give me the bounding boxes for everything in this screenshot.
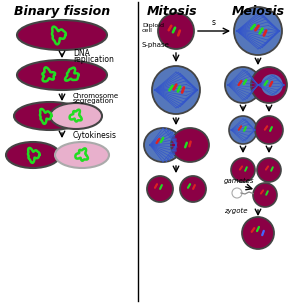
Circle shape <box>152 66 200 114</box>
Text: s: s <box>212 18 216 27</box>
Ellipse shape <box>171 128 209 162</box>
Circle shape <box>261 74 283 96</box>
Text: DNA: DNA <box>73 49 90 58</box>
Text: Binary fission: Binary fission <box>14 5 110 18</box>
Text: Chromosome: Chromosome <box>73 93 119 99</box>
Ellipse shape <box>17 60 107 90</box>
Text: gametes: gametes <box>224 178 254 184</box>
Circle shape <box>225 67 261 103</box>
Text: Cytokinesis: Cytokinesis <box>73 131 117 139</box>
Circle shape <box>158 13 194 49</box>
Circle shape <box>180 176 206 202</box>
Ellipse shape <box>17 20 107 50</box>
Ellipse shape <box>144 128 182 162</box>
Circle shape <box>232 188 242 198</box>
Text: segregation: segregation <box>73 98 114 104</box>
Circle shape <box>255 116 283 144</box>
Circle shape <box>253 183 277 207</box>
Circle shape <box>231 158 255 182</box>
Ellipse shape <box>50 103 102 129</box>
Text: Mitosis: Mitosis <box>147 5 197 18</box>
Text: zygote: zygote <box>224 208 247 214</box>
Ellipse shape <box>55 142 109 168</box>
Ellipse shape <box>6 142 60 168</box>
Circle shape <box>234 7 282 55</box>
Text: Diploid: Diploid <box>142 22 164 28</box>
Text: Meiosis: Meiosis <box>231 5 285 18</box>
Circle shape <box>257 158 281 182</box>
Text: S-phase: S-phase <box>142 42 170 48</box>
Circle shape <box>229 116 257 144</box>
Circle shape <box>242 217 274 249</box>
Text: replication: replication <box>73 55 114 64</box>
Circle shape <box>147 176 173 202</box>
Ellipse shape <box>14 102 86 130</box>
Ellipse shape <box>235 191 242 195</box>
Text: cell: cell <box>142 28 153 32</box>
Circle shape <box>251 67 287 103</box>
